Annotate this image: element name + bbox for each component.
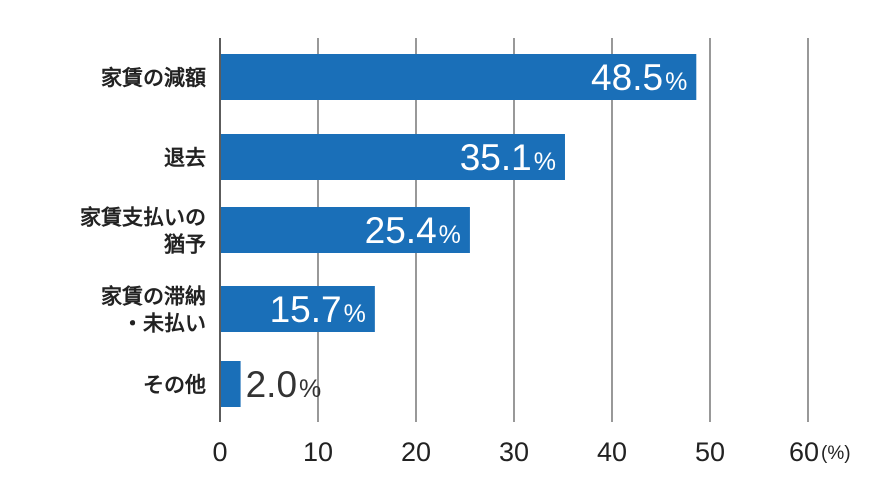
x-tick-label: 30: [499, 437, 529, 467]
x-tick-label: 10: [303, 437, 333, 467]
bar-value-label: 35.1%: [460, 137, 556, 178]
category-label: 家賃の減額: [101, 66, 206, 90]
bar: [221, 286, 375, 332]
category-label: その他: [143, 373, 206, 397]
x-axis-unit: (%): [821, 443, 851, 464]
bar-value-label: 15.7%: [270, 289, 366, 330]
bars: 48.5%35.1%25.4%15.7%2.0%: [221, 54, 697, 407]
x-tick-label: 50: [695, 437, 725, 467]
category-label: 退去: [164, 146, 206, 170]
bar: [221, 361, 241, 407]
bar: [221, 207, 470, 253]
category-label: 家賃の滞納: [101, 285, 206, 309]
bar-value-label: 2.0%: [246, 364, 322, 405]
bar: [221, 54, 697, 100]
x-tick-label: 0: [212, 437, 227, 467]
gridlines: [219, 38, 809, 422]
x-tick-label: 60: [789, 437, 819, 467]
bar: [221, 134, 565, 180]
x-tick-label: 40: [597, 437, 627, 467]
category-label: 家賃支払いの: [80, 206, 206, 230]
category-label: 猶予: [163, 233, 206, 257]
category-label: ・未払い: [122, 312, 206, 336]
x-tick-label: 20: [401, 437, 431, 467]
x-tick-labels: 0 10 20 30 40 50 60 (%): [212, 437, 850, 467]
